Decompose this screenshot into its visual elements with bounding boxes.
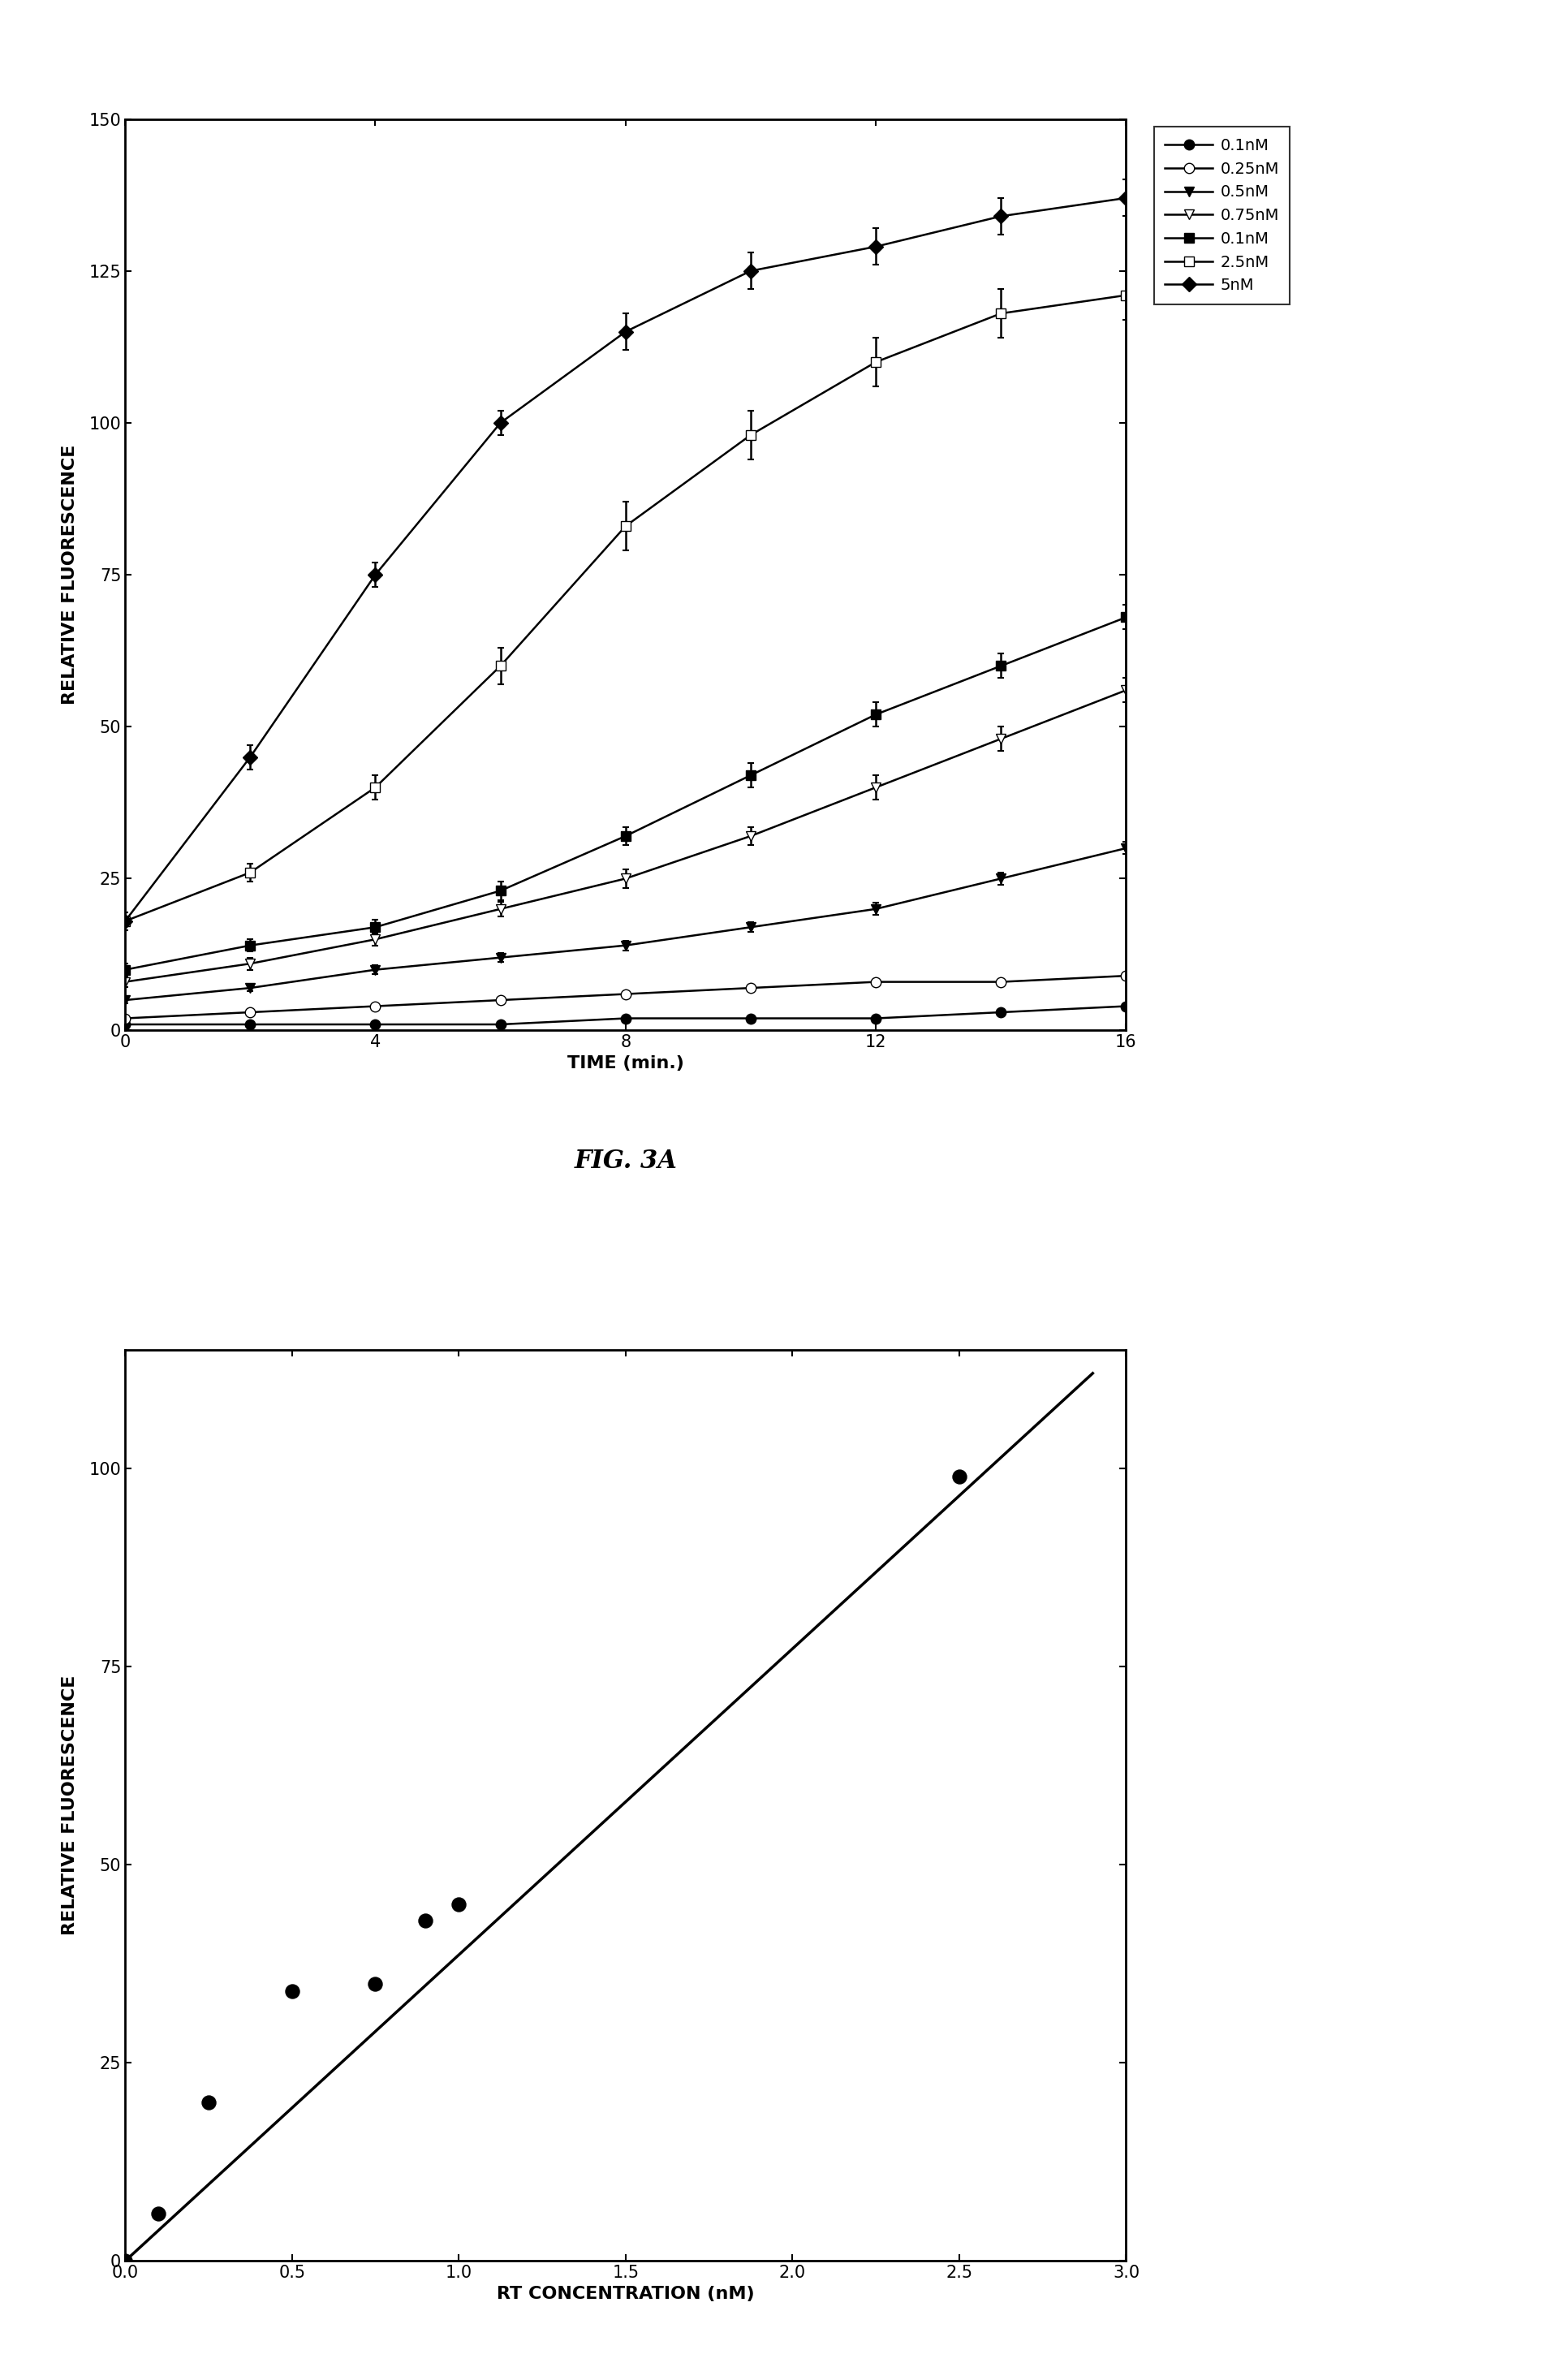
Point xyxy=(280,1973,305,2011)
Text: FIG. 3A: FIG. 3A xyxy=(574,1150,677,1173)
Point xyxy=(413,1902,438,1940)
Point xyxy=(946,1457,971,1495)
Point xyxy=(196,2082,221,2121)
Point xyxy=(446,1885,471,1923)
Point xyxy=(145,2194,170,2232)
Legend: 0.1nM, 0.25nM, 0.5nM, 0.75nM, 0.1nM, 2.5nM, 5nM: 0.1nM, 0.25nM, 0.5nM, 0.75nM, 0.1nM, 2.5… xyxy=(1154,126,1290,305)
Y-axis label: RELATIVE FLUORESCENCE: RELATIVE FLUORESCENCE xyxy=(61,445,78,704)
X-axis label: TIME (min.): TIME (min.) xyxy=(568,1054,683,1071)
Point xyxy=(113,2242,138,2280)
X-axis label: RT CONCENTRATION (nM): RT CONCENTRATION (nM) xyxy=(497,2285,754,2301)
Y-axis label: RELATIVE FLUORESCENCE: RELATIVE FLUORESCENCE xyxy=(61,1676,78,1935)
Point xyxy=(363,1964,388,2002)
